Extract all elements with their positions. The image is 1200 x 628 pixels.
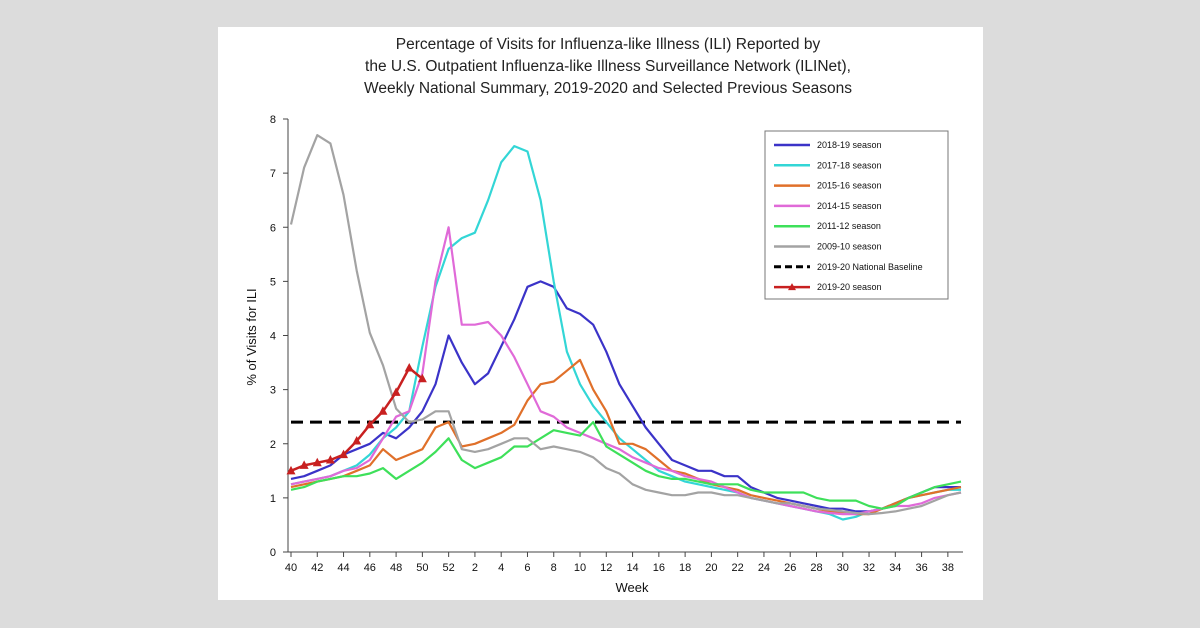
x-tick-label: 44 [337,562,349,574]
legend-item-2011-12-season: 2011-12 season [774,221,881,231]
series-2019-20-season-point [286,465,296,475]
x-tick-label: 46 [364,562,376,574]
x-tick-label: 50 [416,562,428,574]
x-tick-label: 6 [524,562,530,574]
legend-item-2009-10-season: 2009-10 season [774,242,882,252]
legend-box [764,130,949,300]
series-2011-12-season-line [290,421,962,510]
series-2019-20-season-point [378,406,388,415]
chart-title: Percentage of Visits for Influenza-like … [364,36,852,97]
y-tick-label: 7 [270,168,276,180]
x-tick-label: 34 [889,562,901,574]
x-tick-label: 52 [443,562,455,574]
series-2019-20-season-point [312,457,322,467]
series-2019-20-season-point [365,419,375,429]
legend-label: 2009-10 season [817,242,882,252]
legend-item-2015-16-season: 2015-16 season [774,181,882,191]
series-2019-20-season-point [299,460,309,469]
series-2019-20-season-point [325,454,335,464]
series-lines [286,134,962,521]
legend-item-2017-18-season: 2017-18 season [774,160,882,170]
y-axis-ticks: 0 1 2 3 4 5 6 7 8 [270,114,288,559]
x-tick-label: 30 [837,562,849,574]
series-2009-10-season-line [289,134,962,516]
legend-label: 2014-15 season [817,201,882,211]
y-axis-label: % of Visits for ILI [244,288,259,385]
legend-item-2014-15-season: 2014-15 season [774,201,882,211]
legend-item-2019-20-national-baseline: 2019-20 National Baseline [774,262,923,272]
legend-label: 2017-18 season [817,160,882,170]
x-tick-label: 10 [574,562,586,574]
x-tick-label: 20 [705,562,717,574]
x-tick-label: 8 [551,562,557,574]
series-2019-20-season-point [352,436,362,445]
x-axis-ticks: 40 42 44 46 48 50 52 2 4 6 8 10 12 14 16 18 20 22 24 26 28 30… [285,552,954,574]
x-tick-label: 2 [472,562,478,574]
x-tick-label: 26 [784,562,796,574]
series-2019-20-season-point [404,362,414,372]
x-tick-label: 16 [653,562,665,574]
legend-label: 2018-19 season [817,140,882,150]
x-tick-label: 42 [311,562,323,574]
legend-marker [788,283,796,291]
chart-title-line-2: the U.S. Outpatient Influenza-like Illne… [365,58,851,75]
series-2019-20-season-point [417,373,427,383]
x-tick-label: 14 [626,562,638,574]
legend-label: 2019-20 season [817,282,882,292]
x-tick-label: 18 [679,562,691,574]
y-tick-label: 6 [270,222,276,234]
x-tick-label: 28 [810,562,822,574]
x-tick-label: 24 [758,562,770,574]
legend-label: 2019-20 National Baseline [817,262,923,272]
y-tick-label: 2 [270,439,276,451]
legend-label: 2011-12 season [817,221,881,231]
x-tick-label: 40 [285,562,297,574]
y-tick-label: 1 [270,493,276,505]
series-2018-19-season-line [290,280,961,513]
series-2019-20-season-point [339,449,349,459]
x-tick-label: 4 [498,562,504,574]
y-tick-label: 0 [270,547,276,559]
y-tick-label: 3 [270,385,276,397]
y-tick-label: 8 [270,114,276,126]
legend-item-2019-20-season: 2019-20 season [774,282,882,292]
x-tick-label: 32 [863,562,875,574]
x-tick-label: 38 [942,562,954,574]
chart-panel: Percentage of Visits for Influenza-like … [218,27,983,600]
series-2019-20-season-point [391,387,401,396]
legend-item-2018-19-season: 2018-19 season [774,140,882,150]
y-tick-label: 5 [270,276,276,288]
legend-label: 2015-16 season [817,181,882,191]
x-axis-label: Week [616,580,649,595]
chart-title-line-1: Percentage of Visits for Influenza-like … [396,36,821,53]
x-tick-label: 48 [390,562,402,574]
x-tick-label: 22 [732,562,744,574]
legend: 2018-19 season 2017-18 season 2015-16 seas… [764,130,949,300]
chart-title-line-3: Weekly National Summary, 2019-2020 and S… [364,80,852,97]
x-tick-label: 36 [915,562,927,574]
y-tick-label: 4 [270,331,276,343]
ili-line-chart: Percentage of Visits for Influenza-like … [244,36,963,595]
x-tick-label: 12 [600,562,612,574]
